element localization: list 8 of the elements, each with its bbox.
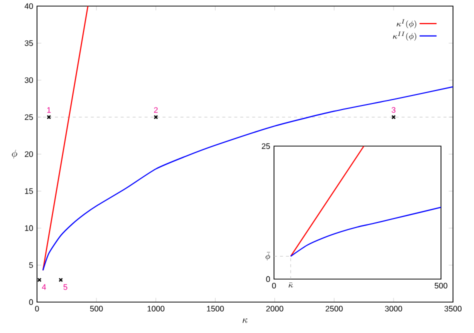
line-series <box>42 86 453 271</box>
y-axis-title: $\phi$ <box>12 150 18 159</box>
legend-label: $\kappa^{II}(\phi)$ <box>393 32 416 41</box>
legend-label: $\kappa^{I}(\phi)$ <box>396 19 416 28</box>
line-series <box>290 206 441 257</box>
x-tick-label: $\bar{\kappa}$ <box>288 282 293 288</box>
x-axis-title: $\kappa$ <box>242 318 248 323</box>
y-tick-label: $\bar{\phi}$ <box>266 252 270 260</box>
